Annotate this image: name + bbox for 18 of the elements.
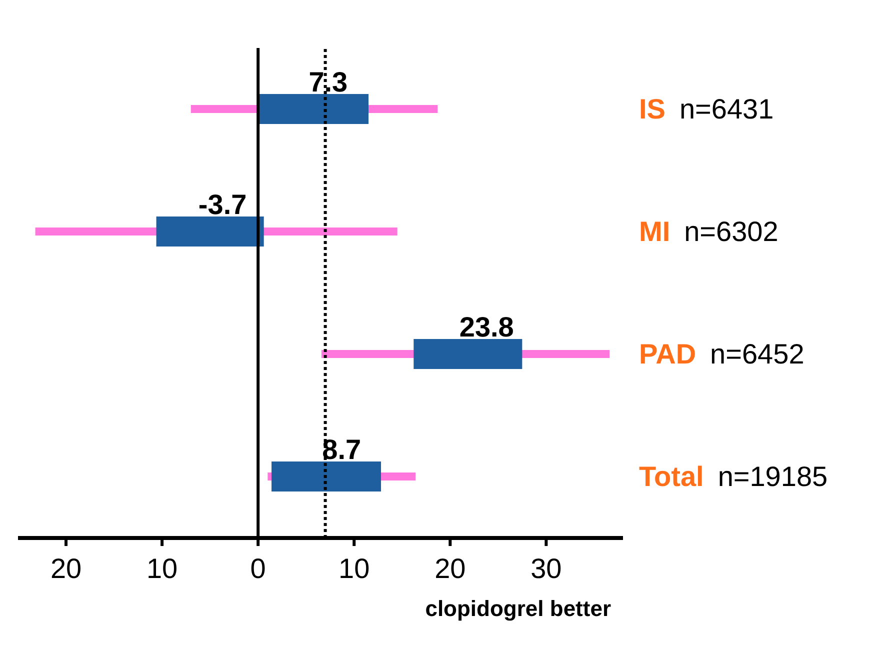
x-axis-title: clopidogrel better bbox=[425, 596, 612, 621]
annotation: 23.8 bbox=[459, 311, 514, 342]
text: n=6431 bbox=[679, 93, 774, 124]
annotation: -3.7 bbox=[198, 188, 247, 220]
x-tick-label: 30 bbox=[530, 552, 562, 584]
y-tick-label: Total bbox=[639, 460, 704, 492]
y-tick-label: MI bbox=[639, 216, 670, 247]
text: n=19185 bbox=[718, 460, 828, 492]
text: n=6452 bbox=[710, 338, 804, 370]
x-tick-label: 0 bbox=[250, 552, 266, 584]
x-tick-label: 10 bbox=[146, 552, 178, 584]
x-tick-label: 20 bbox=[50, 552, 82, 584]
text: n=6302 bbox=[684, 216, 778, 247]
x-tick-label: 20 bbox=[434, 552, 466, 584]
x-tick-label: 10 bbox=[338, 552, 370, 584]
annotation: 7.3 bbox=[308, 66, 348, 98]
y-tick-label: IS bbox=[639, 93, 666, 124]
y-tick-label: PAD bbox=[639, 338, 696, 370]
